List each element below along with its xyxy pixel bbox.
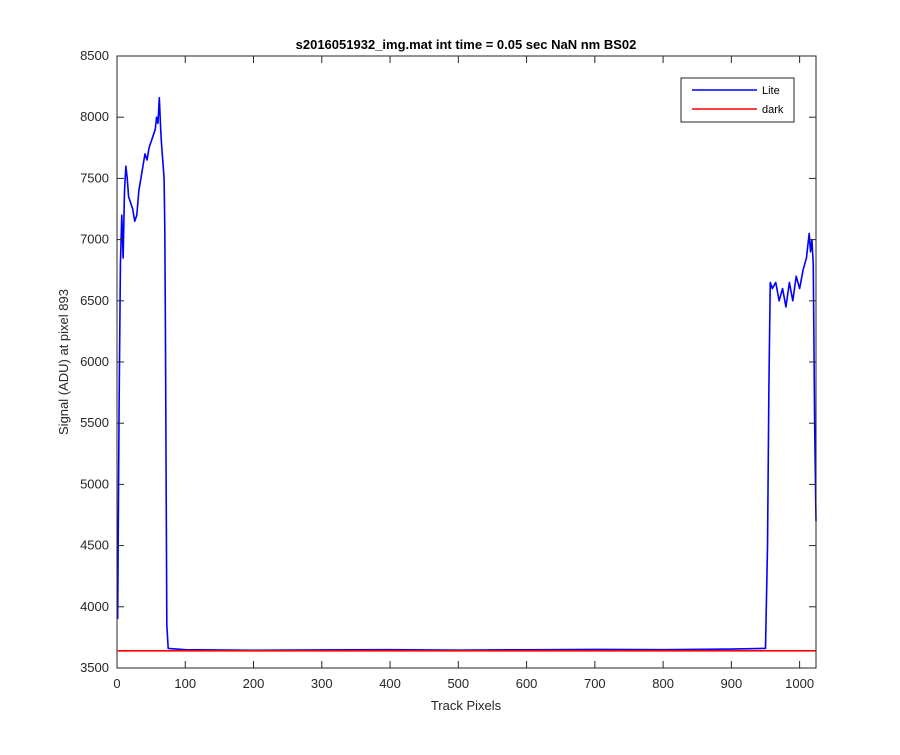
legend-box bbox=[680, 77, 795, 123]
series-layer bbox=[116, 96, 817, 652]
ticks-layer: 0 100 200 300 400 500 600 700 800 900 1000 3500 4000… bbox=[80, 48, 816, 691]
y-tick-label: 6500 bbox=[80, 293, 109, 308]
y-axis-label: Signal (ADU) at pixel 893 bbox=[56, 289, 71, 435]
y-tick-label: 8500 bbox=[80, 48, 109, 63]
x-tick-label: 400 bbox=[379, 676, 401, 691]
x-tick-label: 300 bbox=[311, 676, 333, 691]
y-tick-label: 6000 bbox=[80, 354, 109, 369]
x-tick-label: 600 bbox=[516, 676, 538, 691]
y-tick-label: 5500 bbox=[80, 415, 109, 430]
x-tick-label: 100 bbox=[174, 676, 196, 691]
legend-label-lite: Lite bbox=[762, 85, 780, 97]
x-tick-label: 700 bbox=[584, 676, 606, 691]
y-tick-label: 8000 bbox=[80, 109, 109, 124]
legend: Lite dark bbox=[680, 77, 795, 123]
y-tick-label: 3500 bbox=[80, 660, 109, 675]
plot-area-background bbox=[117, 56, 816, 668]
legend-label-dark: dark bbox=[762, 104, 784, 116]
x-tick-label: 800 bbox=[652, 676, 674, 691]
x-tick-label: 900 bbox=[721, 676, 743, 691]
x-axis-label: Track Pixels bbox=[431, 698, 502, 713]
x-tick-label: 200 bbox=[243, 676, 265, 691]
y-tick-label: 5000 bbox=[80, 476, 109, 491]
x-tick-label: 0 bbox=[113, 676, 120, 691]
x-tick-label: 1000 bbox=[785, 676, 814, 691]
y-tick-label: 7000 bbox=[80, 232, 109, 247]
series-line-lite bbox=[116, 96, 817, 652]
y-tick-label: 7500 bbox=[80, 170, 109, 185]
y-tick-label: 4500 bbox=[80, 538, 109, 553]
chart-title: s2016051932_img.mat int time = 0.05 sec … bbox=[296, 37, 637, 52]
x-tick-label: 500 bbox=[447, 676, 469, 691]
y-tick-label: 4000 bbox=[80, 599, 109, 614]
